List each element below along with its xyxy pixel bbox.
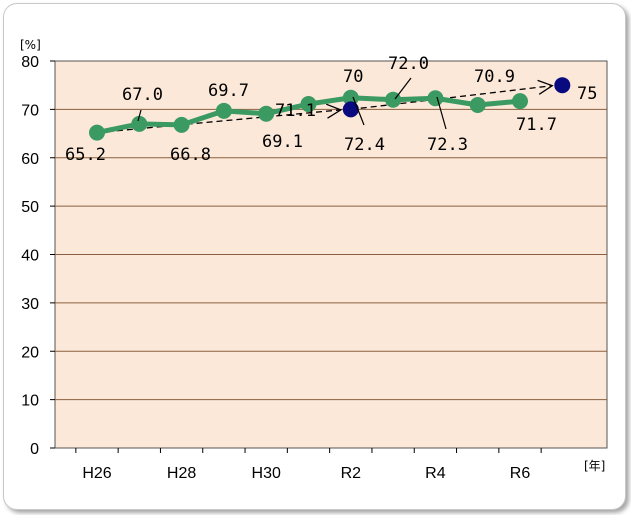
trend-arrow-head-1 <box>537 79 554 95</box>
data-label-9: 70.9 <box>474 67 515 87</box>
data-label-0: 65.2 <box>65 145 106 165</box>
target-label-1: 75 <box>577 84 597 104</box>
y-tick-label-50: 50 <box>21 199 39 216</box>
leader-line-1 <box>137 109 142 122</box>
data-label-10: 71.7 <box>516 115 557 135</box>
y-tick-label-0: 0 <box>30 441 39 458</box>
data-labels: 65.2 67.0 66.8 69.7 69.1 71.1 72.4 72.0 72.3 70.9… <box>65 54 597 165</box>
trend-arrow-line-1 <box>350 85 553 111</box>
data-point-2 <box>173 116 190 133</box>
x-tick-label-H26: H26 <box>82 465 111 482</box>
y-tick-label-40: 40 <box>21 248 39 265</box>
y-tick-label-80: 80 <box>21 54 39 71</box>
leader-line-6 <box>352 96 365 126</box>
y-tick-label-70: 70 <box>21 102 39 119</box>
data-point-9 <box>469 97 486 114</box>
data-label-1: 67.0 <box>122 85 163 105</box>
data-label-6: 72.4 <box>344 135 385 155</box>
y-tick-label-10: 10 <box>21 393 39 410</box>
data-point-0 <box>89 124 105 141</box>
data-label-3: 69.7 <box>208 81 249 101</box>
label-leader-lines <box>137 77 447 130</box>
data-label-4: 69.1 <box>262 132 303 152</box>
target-point-0 <box>342 101 359 118</box>
data-point-8 <box>427 90 444 107</box>
x-tick-label-R6: R6 <box>510 465 531 482</box>
x-axis-unit: [年] <box>584 459 605 473</box>
data-point-1 <box>131 115 148 132</box>
y-tick-label-60: 60 <box>21 151 39 168</box>
x-tick-label-R2: R2 <box>341 465 362 482</box>
y-tick-label-20: 20 <box>21 344 39 361</box>
y-axis-ticks: 0 10 20 30 40 50 60 70 80 <box>21 54 55 458</box>
data-point-10 <box>512 93 528 110</box>
y-axis-unit: [%] <box>20 38 41 52</box>
x-tick-label-H30: H30 <box>252 465 281 482</box>
gridlines <box>55 108 607 401</box>
data-label-7: 72.0 <box>388 54 429 74</box>
series-group <box>89 77 571 141</box>
data-point-4 <box>258 105 275 122</box>
data-point-5 <box>300 96 317 113</box>
data-label-5: 71.1 <box>275 101 316 121</box>
x-tick-label-H28: H28 <box>167 465 196 482</box>
y-tick-label-30: 30 <box>21 296 39 313</box>
x-axis-ticks: H26 H28 H30 R2 R4 R6 <box>75 448 542 482</box>
x-tick-label-R4: R4 <box>425 465 446 482</box>
data-label-8: 72.3 <box>427 135 468 155</box>
data-label-2: 66.8 <box>170 145 211 165</box>
target-label-0: 70 <box>343 67 363 87</box>
data-point-3 <box>215 102 232 119</box>
leader-line-8 <box>436 96 447 130</box>
target-point-1 <box>554 77 571 94</box>
leader-line-7 <box>394 77 412 100</box>
trend-arrow-head-0 <box>325 103 343 119</box>
